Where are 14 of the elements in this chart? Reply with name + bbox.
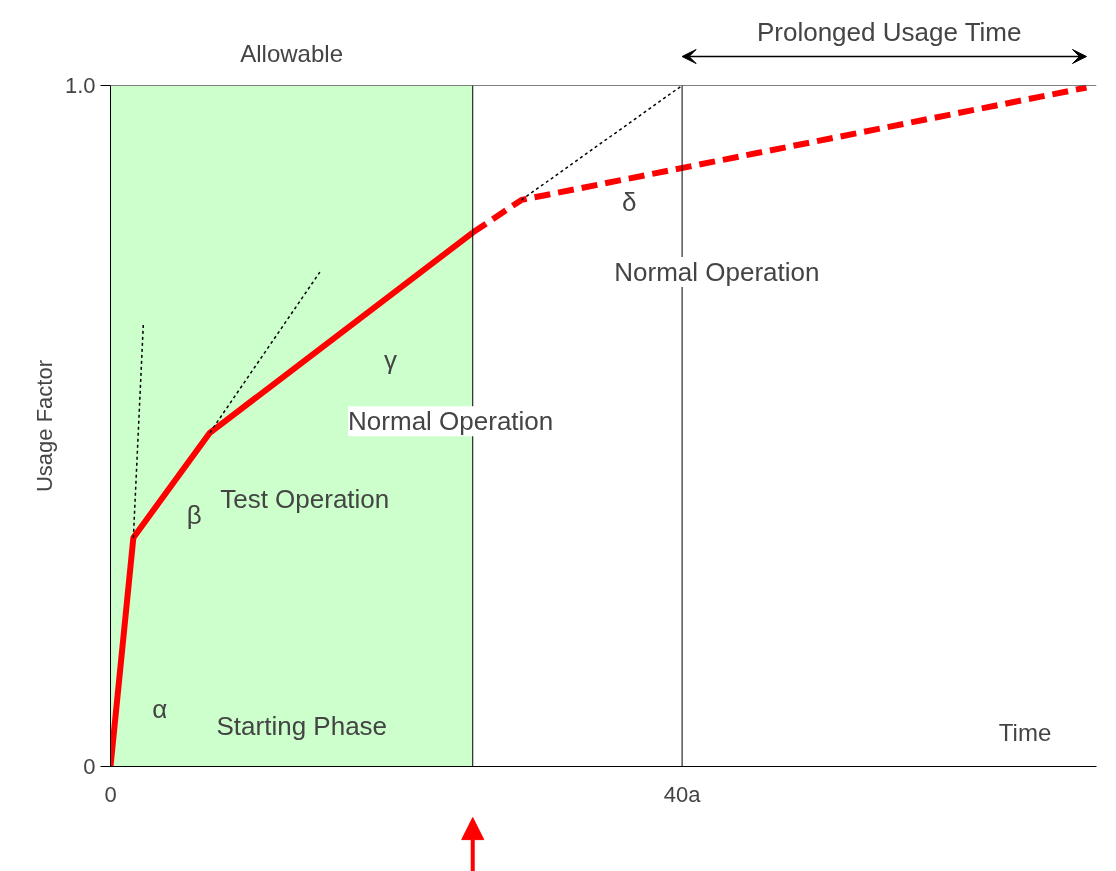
x-tick-label: 40a	[663, 781, 702, 807]
annotation: α	[152, 693, 168, 724]
annotation: Test Operation	[220, 483, 390, 514]
annotation: Starting Phase	[216, 711, 388, 742]
x-axis-title: Time	[998, 719, 1052, 747]
annotation: β	[186, 499, 202, 530]
annotation: γ	[384, 344, 398, 375]
y-tick-label: 1.0	[64, 73, 96, 98]
text: Prolonged Usage Time	[756, 17, 1022, 47]
annotation: Normal Operation	[614, 257, 820, 288]
band-label: Allowable	[240, 40, 343, 67]
annotation: δ	[621, 186, 637, 217]
y-axis-title: Usage Factor	[31, 359, 57, 493]
annotation: Normal Operation	[348, 406, 554, 437]
